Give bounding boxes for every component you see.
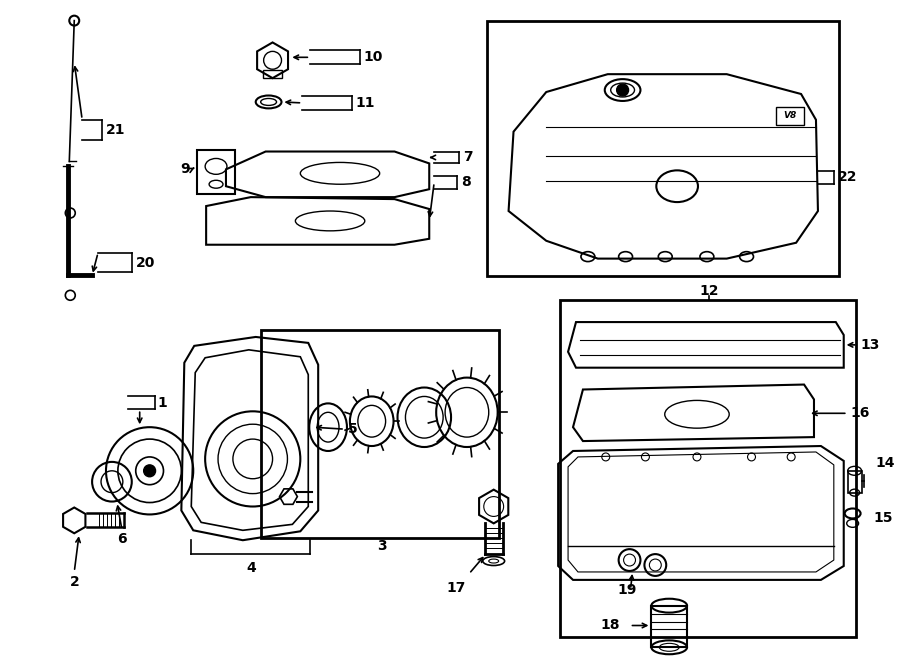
- Text: 19: 19: [618, 583, 637, 597]
- Bar: [560, 300, 856, 637]
- Text: 13: 13: [860, 338, 880, 352]
- Bar: [197, 149, 235, 194]
- Bar: [487, 20, 839, 276]
- Bar: [848, 471, 861, 492]
- Text: 9: 9: [181, 163, 190, 176]
- Text: 20: 20: [136, 256, 155, 270]
- Text: 18: 18: [600, 619, 619, 633]
- Bar: [777, 107, 804, 125]
- Text: 11: 11: [356, 96, 375, 110]
- Text: 3: 3: [377, 539, 386, 553]
- Bar: [652, 605, 687, 647]
- Text: 12: 12: [699, 284, 718, 298]
- Text: 1: 1: [158, 397, 167, 410]
- Text: 22: 22: [838, 171, 858, 184]
- Text: 4: 4: [246, 561, 256, 575]
- Text: 21: 21: [106, 123, 125, 137]
- Circle shape: [616, 84, 628, 96]
- Text: 2: 2: [69, 575, 79, 589]
- Text: 7: 7: [463, 151, 473, 165]
- Text: 16: 16: [850, 407, 870, 420]
- Text: 15: 15: [874, 512, 893, 525]
- Text: 14: 14: [876, 456, 895, 470]
- Text: 8: 8: [461, 175, 471, 189]
- Circle shape: [144, 465, 156, 477]
- Text: 5: 5: [348, 422, 357, 436]
- Text: 17: 17: [446, 581, 465, 595]
- Text: V8: V8: [784, 111, 796, 120]
- Bar: [263, 70, 283, 78]
- Text: 6: 6: [117, 532, 127, 546]
- Bar: [261, 330, 499, 538]
- Text: 10: 10: [364, 50, 383, 64]
